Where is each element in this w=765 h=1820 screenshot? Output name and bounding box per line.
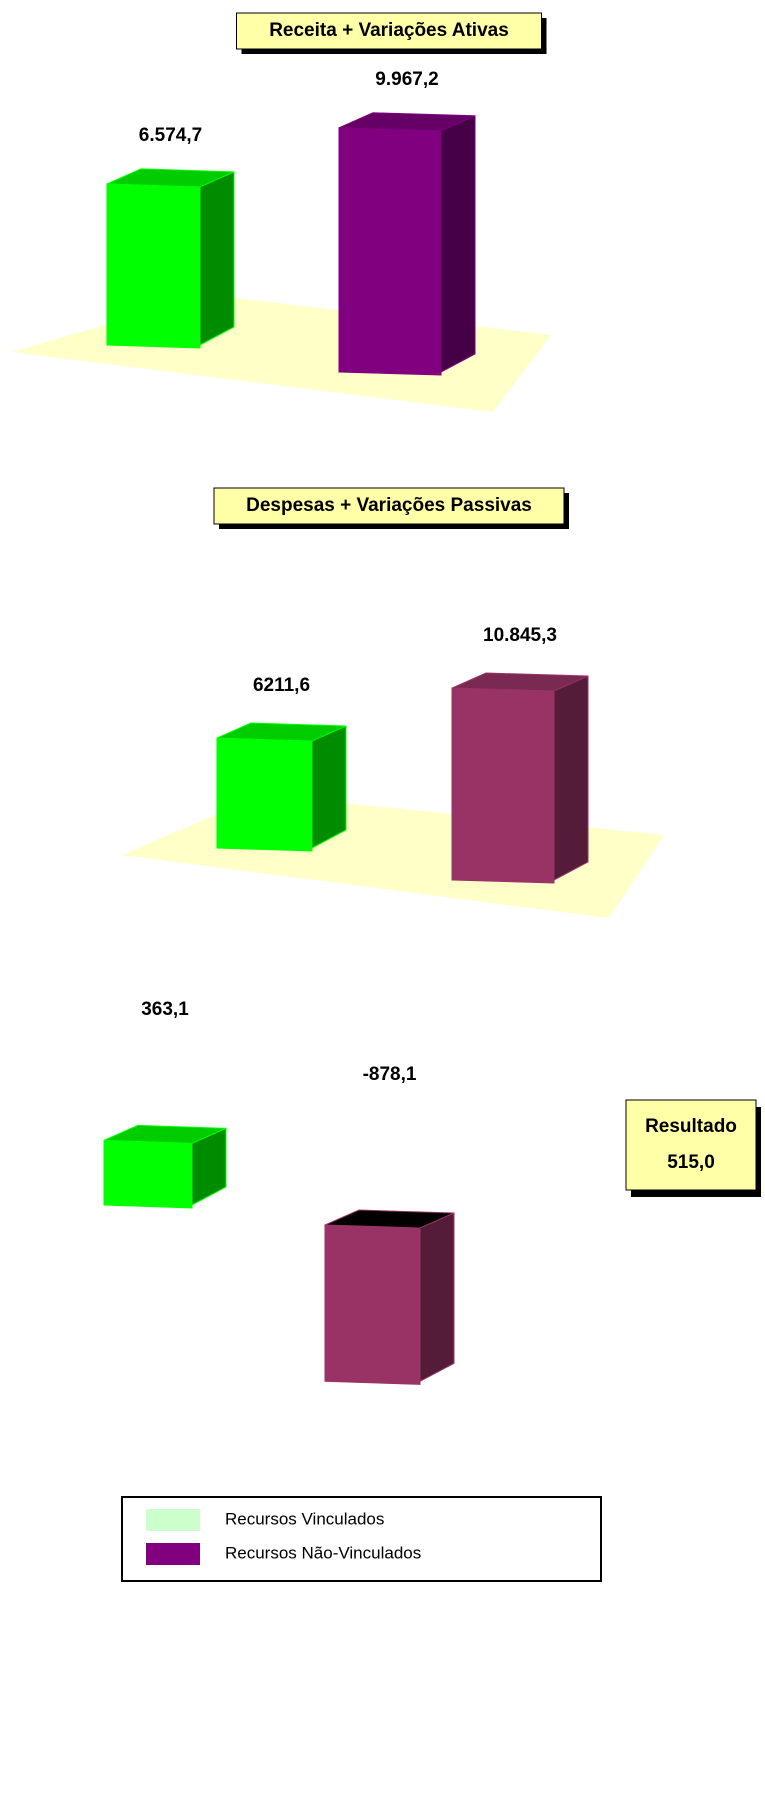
bar-side [199,171,235,346]
title-box [236,12,542,50]
bar-top [216,722,347,742]
bar-top [338,112,476,132]
bar-top [103,1124,227,1144]
value-label: 363,1 [141,999,189,1020]
value-label: 10.845,3 [483,625,557,646]
bar-front [451,687,555,884]
bar-front [103,1139,193,1209]
legend-label: Recursos Não-Vinculados [225,1543,421,1562]
bar-side [311,725,347,849]
bar-front [106,183,201,349]
legend-swatch [146,1509,200,1531]
value-label: 6211,6 [253,675,310,696]
result-value: 515,0 [667,1152,715,1173]
bar-side [553,675,589,881]
legend-swatch [146,1543,200,1565]
bar-side [419,1212,455,1383]
value-label: 9.967,2 [375,69,438,90]
title-box [213,487,565,525]
bar-front [338,127,442,376]
bar-front [216,737,313,852]
bar-top [451,672,589,692]
value-label: 6.574,7 [139,125,202,146]
bar-side [440,115,476,373]
result-title: Resultado [645,1116,737,1137]
result-box [625,1099,757,1191]
legend-label: Recursos Vinculados [225,1509,384,1528]
bar-front [324,1224,421,1385]
chart-title: Receita + Variações Ativas [269,20,509,41]
bar-top [324,1209,455,1229]
bar-top [106,168,235,188]
value-label: -878,1 [363,1064,417,1085]
legend-box [121,1496,602,1582]
chart-title: Despesas + Variações Passivas [246,495,532,516]
